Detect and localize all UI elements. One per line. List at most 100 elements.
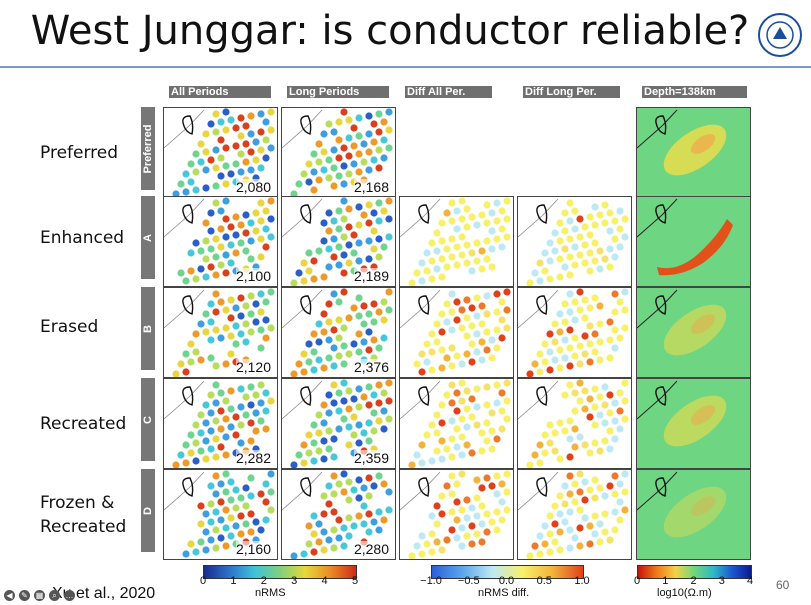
map-svg (282, 288, 393, 377)
station-marker (262, 480, 270, 488)
station-marker (483, 383, 491, 391)
station-marker (340, 524, 348, 532)
citation: Xu et al., 2020 (52, 585, 156, 602)
station-marker (222, 488, 230, 496)
boundary-line (637, 471, 678, 511)
station-marker (202, 273, 210, 281)
map-svg (164, 197, 275, 285)
station-marker (325, 354, 333, 362)
station-marker (370, 409, 378, 417)
station-marker (237, 512, 245, 520)
station-marker (551, 520, 559, 528)
station-marker (448, 490, 456, 498)
station-marker (300, 350, 308, 358)
station-marker (340, 488, 348, 496)
zoom-icon[interactable]: ⌕ (49, 590, 60, 601)
station-marker (468, 249, 476, 257)
station-marker (222, 215, 230, 223)
station-marker (611, 417, 619, 425)
station-marker (531, 360, 539, 368)
station-marker (413, 269, 421, 277)
station-marker (380, 298, 388, 306)
station-marker (551, 447, 559, 455)
station-marker (315, 538, 323, 546)
station-marker (267, 288, 275, 296)
station-marker (503, 197, 511, 205)
station-marker (438, 455, 446, 463)
station-marker (267, 108, 275, 116)
station-marker (566, 326, 574, 334)
more-options-icon[interactable]: … (64, 590, 75, 601)
map-panel-erased-depth (636, 287, 751, 378)
station-marker (340, 542, 348, 550)
station-marker (463, 532, 471, 540)
station-marker (237, 239, 245, 247)
station-marker (468, 340, 476, 348)
station-marker (443, 536, 451, 544)
station-marker (252, 409, 260, 417)
station-marker (252, 391, 260, 399)
station-marker (237, 114, 245, 122)
station-marker (443, 391, 451, 399)
station-marker (616, 334, 624, 342)
station-marker (360, 211, 368, 219)
station-marker (237, 312, 245, 320)
station-marker (483, 437, 491, 445)
station-marker (300, 170, 308, 178)
station-marker (365, 346, 373, 354)
station-marker (222, 451, 230, 459)
boundary-line (637, 380, 678, 420)
station-marker (453, 425, 461, 433)
station-marker (187, 249, 195, 257)
station-marker (473, 239, 481, 247)
station-marker (596, 265, 604, 273)
station-marker (335, 261, 343, 269)
station-marker (212, 417, 220, 425)
station-marker (232, 213, 240, 221)
station-marker (621, 379, 629, 387)
boundary-line (400, 380, 441, 420)
station-marker (448, 308, 456, 316)
station-marker (350, 486, 358, 494)
station-marker (380, 243, 388, 251)
station-marker (355, 439, 363, 447)
station-marker (262, 425, 270, 433)
station-marker (202, 455, 210, 463)
station-marker (433, 265, 441, 273)
station-marker (232, 249, 240, 257)
station-marker (237, 168, 245, 176)
station-marker (262, 389, 270, 397)
map-panel-recreated-diff-all-periods (399, 378, 514, 469)
station-marker (350, 431, 358, 439)
pen-icon[interactable]: ✎ (19, 590, 30, 601)
station-marker (546, 330, 554, 338)
station-marker (498, 316, 506, 324)
station-marker (556, 364, 564, 372)
station-marker (448, 508, 456, 516)
station-marker (531, 269, 539, 277)
station-marker (182, 350, 190, 358)
station-marker (375, 199, 383, 207)
station-marker (335, 407, 343, 415)
station-marker (315, 140, 323, 148)
station-marker (340, 233, 348, 241)
station-marker (571, 225, 579, 233)
boundary-line (518, 289, 559, 329)
lake-outline (182, 115, 194, 135)
station-marker (556, 346, 564, 354)
slides-grid-icon[interactable]: ▦ (34, 590, 45, 601)
station-marker (335, 118, 343, 126)
station-marker (621, 506, 629, 514)
station-marker (478, 320, 486, 328)
station-marker (360, 158, 368, 166)
station-marker (536, 277, 544, 285)
station-marker (616, 425, 624, 433)
station-marker (370, 245, 378, 253)
station-marker (493, 490, 501, 498)
station-marker (493, 435, 501, 443)
station-marker (375, 110, 383, 118)
station-marker (242, 484, 250, 492)
station-marker (433, 502, 441, 510)
station-marker (267, 324, 275, 332)
prev-slide-icon[interactable]: ◀ (4, 590, 15, 601)
